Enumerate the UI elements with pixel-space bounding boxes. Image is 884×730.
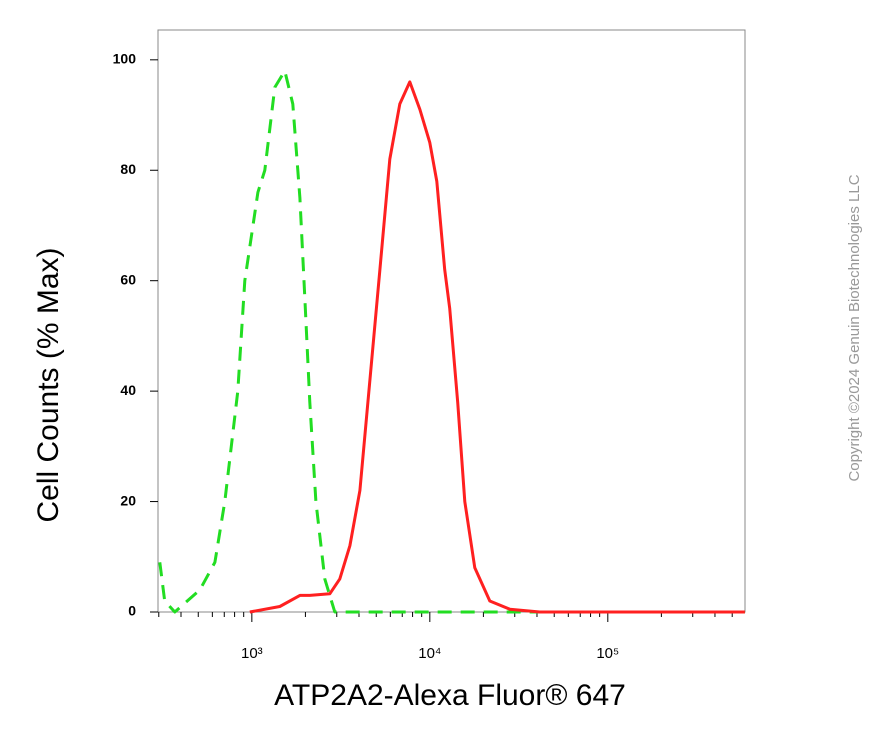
series-line [249, 80, 745, 614]
watermark: Copyright ©2024 Genuin Biotechnologies L… [846, 174, 863, 481]
series-line [158, 69, 745, 614]
y-tick-label: 40 [120, 382, 136, 398]
y-tick-label: 100 [113, 51, 137, 67]
x-tick-label: 10⁴ [418, 645, 441, 662]
y-tick-label: 0 [128, 603, 136, 619]
y-tick-label: 20 [120, 492, 136, 508]
y-axis-title: Cell Counts (% Max) [32, 247, 65, 522]
x-axis-title: ATP2A2-Alexa Fluor® 647 [274, 679, 626, 712]
y-tick-label: 60 [120, 271, 136, 287]
y-tick-label: 80 [120, 161, 136, 177]
x-tick-label: 10⁵ [596, 645, 619, 662]
x-tick-label: 10³ [241, 645, 263, 662]
